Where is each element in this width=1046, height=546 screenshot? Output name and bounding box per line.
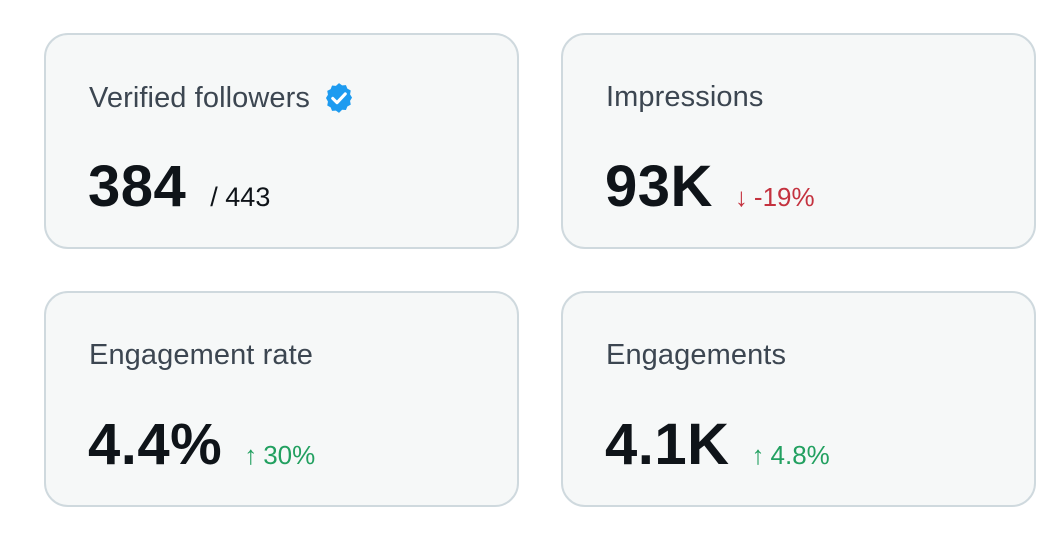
card-label: Verified followers	[89, 81, 356, 115]
engagements-value: 4.1K	[605, 412, 730, 477]
arrow-up-icon: ↑	[244, 440, 258, 470]
value-row: 93K ↓ -19%	[605, 153, 815, 220]
card-label: Impressions	[606, 81, 763, 114]
engagement-rate-card[interactable]: Engagement rate 4.4% ↑ 30%	[44, 291, 519, 507]
arrow-up-icon: ↑	[751, 440, 765, 470]
value-row: 4.4% ↑ 30%	[88, 411, 315, 478]
verified-followers-value: 384	[88, 154, 187, 219]
verified-badge-icon	[325, 83, 353, 113]
engagement-rate-change-value: 30%	[263, 440, 316, 470]
impressions-label: Impressions	[606, 81, 764, 113]
engagements-card[interactable]: Engagements 4.1K ↑ 4.8%	[561, 291, 1036, 507]
engagements-change: ↑ 4.8%	[752, 440, 830, 471]
impressions-change-value: -19%	[753, 182, 815, 212]
value-row: 384 / 443	[88, 153, 270, 220]
engagements-label: Engagements	[606, 339, 787, 371]
verified-followers-label: Verified followers	[89, 81, 311, 114]
engagement-rate-label: Engagement rate	[89, 339, 313, 371]
total-followers-value: / 443	[210, 182, 271, 212]
engagement-rate-value: 4.4%	[88, 412, 223, 477]
engagement-rate-change: ↑ 30%	[244, 440, 315, 471]
engagements-change-value: 4.8%	[770, 440, 830, 470]
impressions-card[interactable]: Impressions 93K ↓ -19%	[561, 33, 1036, 249]
arrow-down-icon: ↓	[734, 182, 748, 212]
value-row: 4.1K ↑ 4.8%	[605, 411, 830, 478]
card-label: Engagement rate	[89, 339, 313, 372]
verified-followers-card[interactable]: Verified followers 384 / 443	[44, 33, 519, 249]
card-label: Engagements	[606, 339, 786, 372]
impressions-change: ↓ -19%	[735, 182, 815, 213]
impressions-value: 93K	[605, 154, 713, 219]
